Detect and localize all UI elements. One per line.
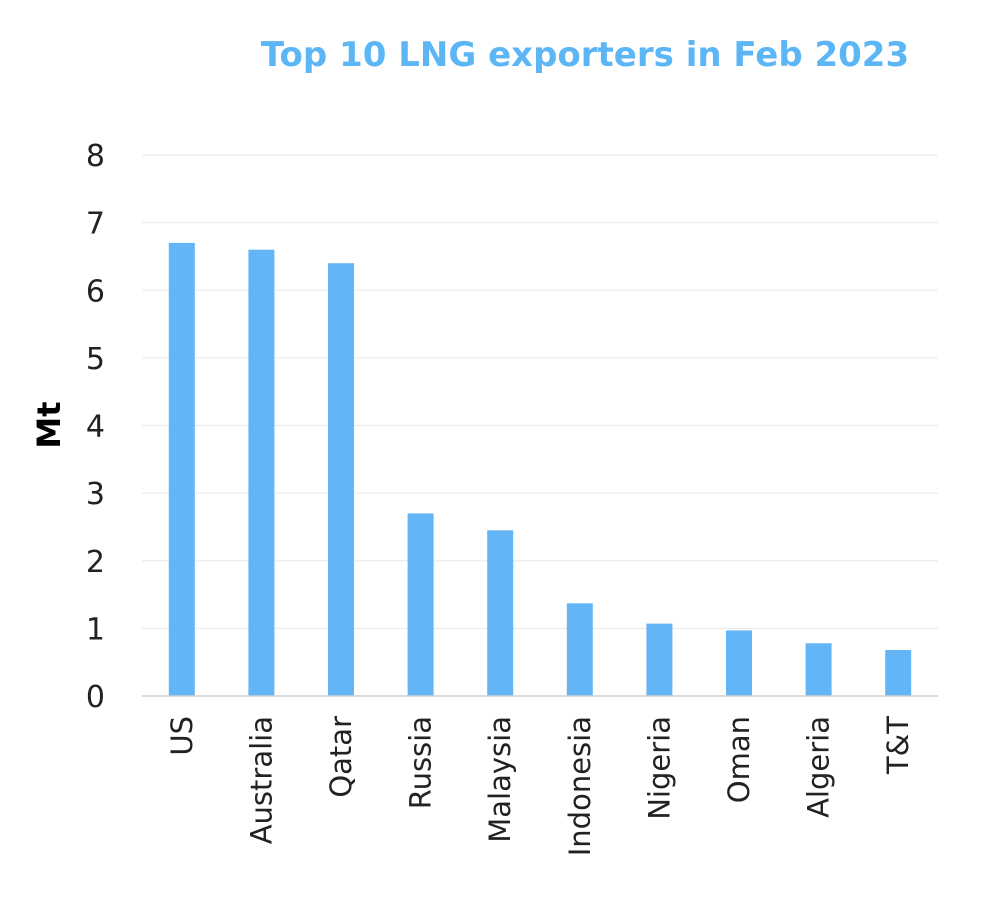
- bar-t-t: [885, 650, 912, 696]
- bar-us: [168, 242, 195, 696]
- bar-australia: [248, 249, 275, 697]
- bars: [168, 242, 912, 697]
- y-tick-label: 4: [86, 410, 105, 445]
- x-tick-label: Oman: [722, 716, 756, 803]
- y-tick-label: 8: [86, 139, 105, 174]
- x-tick-label: Malaysia: [483, 716, 517, 843]
- bar-algeria: [805, 643, 832, 696]
- chart-title: Top 10 LNG exporters in Feb 2023: [261, 35, 909, 75]
- y-tick-label: 2: [86, 545, 105, 580]
- y-tick-label: 6: [86, 274, 105, 309]
- bar-nigeria: [646, 623, 673, 696]
- bar-qatar: [328, 263, 354, 696]
- x-tick-label: Indonesia: [563, 716, 597, 856]
- bar-oman: [726, 630, 752, 696]
- y-tick-label: 7: [86, 207, 105, 242]
- y-axis-label: Mt: [30, 401, 68, 448]
- bar-malaysia: [487, 530, 514, 696]
- x-tick-label: Nigeria: [642, 716, 676, 820]
- y-axis-ticks: 0 1 2 3 4 5 6 7 8: [86, 139, 105, 715]
- bar-russia: [407, 513, 434, 696]
- y-tick-label: 5: [86, 342, 105, 377]
- x-tick-label: Algeria: [802, 716, 836, 818]
- y-tick-label: 3: [86, 477, 105, 512]
- x-tick-label: Australia: [244, 716, 278, 844]
- y-tick-label: 1: [86, 612, 105, 647]
- x-axis-ticks: US Australia Qatar Russia Malaysia Indonesia N…: [165, 716, 915, 857]
- y-tick-label: 0: [86, 680, 105, 715]
- x-tick-label: US: [165, 716, 199, 756]
- bar-indonesia: [566, 603, 593, 696]
- x-tick-label: Qatar: [324, 716, 358, 798]
- x-tick-label: T&T: [881, 716, 915, 775]
- gridlines: [142, 154, 938, 629]
- x-tick-label: Russia: [404, 716, 438, 809]
